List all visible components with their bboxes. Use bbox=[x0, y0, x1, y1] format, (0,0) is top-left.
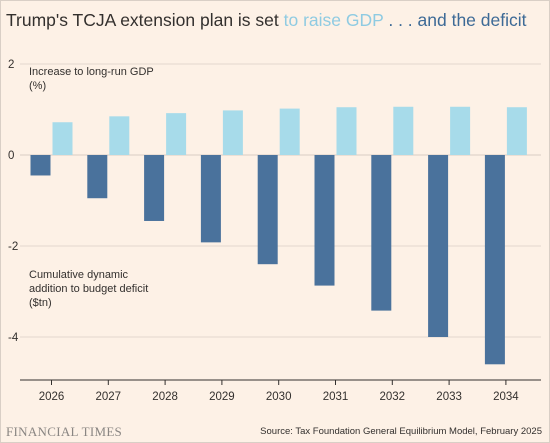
axis-layer: 2 0 -2 -4 2026 2027 2028 2029 2030 2031 2032 2033 20… bbox=[8, 59, 541, 403]
deficit-bar-2032 bbox=[371, 155, 392, 311]
gdp-bar-2027 bbox=[109, 116, 130, 155]
gdp-bar-2033 bbox=[450, 106, 471, 155]
chart-title: Trump's TCJA extension plan is set to ra… bbox=[6, 10, 526, 31]
gdp-bar-2031 bbox=[336, 107, 357, 155]
deficit-annotation-line-2: addition to budget deficit bbox=[29, 283, 148, 295]
deficit-bar-2033 bbox=[428, 155, 449, 337]
x-tick-label-2034: 2034 bbox=[493, 391, 519, 403]
gdp-bar-2029 bbox=[222, 110, 243, 155]
deficit-bar-2034 bbox=[484, 155, 505, 365]
grid-layer bbox=[20, 63, 541, 338]
deficit-bar-2027 bbox=[87, 155, 108, 199]
deficit-bar-2031 bbox=[314, 155, 335, 286]
gdp-annotation-line-1: Increase to long-run GDP bbox=[29, 66, 154, 78]
gdp-bar-2034 bbox=[506, 107, 527, 155]
y-tick-label--2: -2 bbox=[8, 241, 18, 253]
gdp-bar-2026 bbox=[52, 122, 73, 155]
y-tick-label-0: 0 bbox=[8, 150, 14, 162]
deficit-bar-2028 bbox=[144, 155, 165, 221]
x-tick-label-2030: 2030 bbox=[266, 391, 292, 403]
x-tick-label-2032: 2032 bbox=[380, 391, 406, 403]
x-tick-label-2031: 2031 bbox=[323, 391, 349, 403]
gdp-bar-2030 bbox=[279, 108, 300, 155]
title-part-deficit: . . . and the deficit bbox=[383, 10, 527, 30]
gdp-bar-2032 bbox=[393, 106, 414, 155]
x-tick-label-2026: 2026 bbox=[39, 391, 65, 403]
x-tick-label-2033: 2033 bbox=[436, 391, 462, 403]
gdp-bar-2028 bbox=[166, 113, 187, 155]
ft-logo: FINANCIAL TIMES bbox=[6, 424, 123, 439]
deficit-bar-2029 bbox=[200, 155, 221, 243]
x-tick-label-2028: 2028 bbox=[152, 391, 178, 403]
title-part-1: Trump's TCJA extension plan is set bbox=[6, 10, 284, 30]
deficit-annotation-line-3: ($tn) bbox=[29, 297, 52, 309]
x-tick-label-2027: 2027 bbox=[96, 391, 122, 403]
y-tick-label--4: -4 bbox=[8, 332, 19, 344]
y-tick-label-2: 2 bbox=[8, 59, 14, 71]
deficit-bar-2030 bbox=[257, 155, 278, 265]
gdp-annotation-line-2: (%) bbox=[29, 80, 46, 92]
source-note: Source: Tax Foundation General Equilibri… bbox=[260, 426, 542, 437]
deficit-annotation-line-1: Cumulative dynamic bbox=[29, 269, 129, 281]
x-tick-label-2029: 2029 bbox=[209, 391, 235, 403]
title-part-gdp: to raise GDP bbox=[283, 10, 384, 30]
deficit-bar-2026 bbox=[30, 155, 51, 176]
bar-layer bbox=[30, 106, 527, 365]
